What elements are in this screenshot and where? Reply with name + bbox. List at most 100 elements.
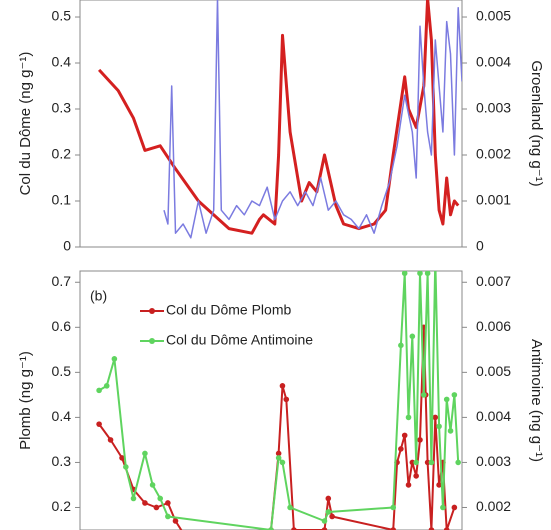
y2-tick-label: 0.004 <box>476 408 511 424</box>
data-point <box>153 504 160 511</box>
data-point <box>432 257 438 263</box>
data-point <box>142 500 148 506</box>
data-point <box>390 504 397 511</box>
data-point <box>413 473 419 479</box>
data-point <box>455 459 461 466</box>
y2-tick-label: 0.005 <box>476 8 511 24</box>
data-point <box>268 527 274 530</box>
data-point <box>417 437 423 443</box>
data-point <box>405 414 412 421</box>
data-point <box>283 396 290 403</box>
data-point <box>409 333 416 340</box>
legend-label: Col du Dôme Plomb <box>166 302 291 318</box>
y-axis-label: Plomb (ng g⁻¹) <box>17 351 34 450</box>
data-point <box>96 421 102 427</box>
panel: 0 0.1 0.2 0.3 0.4 0.5 0 0.001 0.002 0.003 0.004 0.0… <box>17 0 545 254</box>
legend-marker <box>149 338 155 344</box>
y2-tick-label: 0.001 <box>476 192 511 208</box>
plot-area <box>97 0 462 239</box>
data-point <box>417 271 423 277</box>
y-tick-label: 0.3 <box>52 453 72 469</box>
y2-tick-label: 0.002 <box>476 498 511 514</box>
y2-tick-label: 0.007 <box>476 273 511 289</box>
data-point <box>287 504 293 511</box>
data-point <box>436 423 442 430</box>
data-point <box>401 271 408 277</box>
data-point <box>279 383 286 389</box>
data-point <box>103 383 110 389</box>
data-point <box>413 459 419 466</box>
data-point <box>443 527 450 530</box>
data-point <box>96 387 102 394</box>
data-point <box>279 459 286 466</box>
data-point <box>428 527 435 530</box>
data-point <box>107 437 114 443</box>
data-point <box>123 464 129 470</box>
plot-frame <box>79 0 463 248</box>
y-tick-label: 0.5 <box>52 363 72 379</box>
data-point <box>451 392 458 398</box>
data-point <box>165 500 171 506</box>
y-tick-label: 0.4 <box>52 54 72 70</box>
y2-tick-label: 0.005 <box>476 363 511 379</box>
data-point <box>149 482 156 488</box>
y2-tick-label: 0.004 <box>476 54 511 70</box>
y2-tick-label: 0 <box>476 238 484 254</box>
data-point <box>329 513 335 520</box>
data-point <box>111 356 118 362</box>
y-tick-label: 0.5 <box>52 8 72 24</box>
panel: 0.2 0.3 0.4 0.5 0.6 0.7 0.002 0.003 0.004 0.005 0.… <box>17 257 545 530</box>
data-point <box>432 414 439 421</box>
y2-tick-label: 0.003 <box>476 100 511 116</box>
y2-axis-label: Antimoine (ng g⁻¹) <box>528 339 545 462</box>
data-point <box>325 509 332 515</box>
data-point <box>405 482 412 488</box>
legend-marker <box>149 308 155 314</box>
y2-axis-label: Groenland (ng g⁻¹) <box>528 60 545 186</box>
data-point <box>428 459 435 466</box>
data-point <box>275 450 282 457</box>
data-point <box>398 446 404 452</box>
y-tick-label: 0.3 <box>52 100 72 116</box>
y2-tick-label: 0.002 <box>476 146 511 162</box>
legend-label: Col du Dôme Antimoine <box>166 332 313 348</box>
y2-tick-label: 0.003 <box>476 453 511 469</box>
data-point <box>390 527 397 530</box>
data-point <box>398 342 404 349</box>
data-point <box>142 450 148 457</box>
y2-tick-label: 0.006 <box>476 318 511 334</box>
data-point <box>325 495 332 502</box>
panel-label: (b) <box>90 288 107 304</box>
series-line <box>163 0 462 239</box>
data-point <box>165 513 171 520</box>
data-point <box>130 495 137 502</box>
y-tick-label: 0.1 <box>52 192 72 208</box>
data-point <box>321 527 328 530</box>
y-tick-label: 0.4 <box>52 408 72 424</box>
y-tick-label: 0.6 <box>52 318 72 334</box>
data-point <box>447 428 454 434</box>
y-tick-label: 0 <box>63 238 71 254</box>
data-point <box>421 392 427 398</box>
data-point <box>401 432 408 439</box>
series-line <box>97 0 460 235</box>
y-axis-label: Col du Dôme (ng g⁻¹) <box>17 52 34 196</box>
plot-frame <box>79 270 463 530</box>
data-point <box>157 495 164 502</box>
data-point <box>119 455 125 461</box>
data-point <box>321 518 328 524</box>
data-point <box>291 527 297 530</box>
series-line <box>98 271 460 530</box>
data-point <box>424 271 431 277</box>
plot-area <box>96 257 461 530</box>
y-tick-label: 0.2 <box>52 146 72 162</box>
y-tick-label: 0.7 <box>52 273 72 289</box>
data-point <box>451 504 458 511</box>
data-point <box>440 504 446 511</box>
data-point <box>443 396 450 403</box>
y-tick-label: 0.2 <box>52 498 72 514</box>
data-point <box>275 455 282 461</box>
data-point <box>172 518 179 524</box>
data-point <box>436 482 442 488</box>
